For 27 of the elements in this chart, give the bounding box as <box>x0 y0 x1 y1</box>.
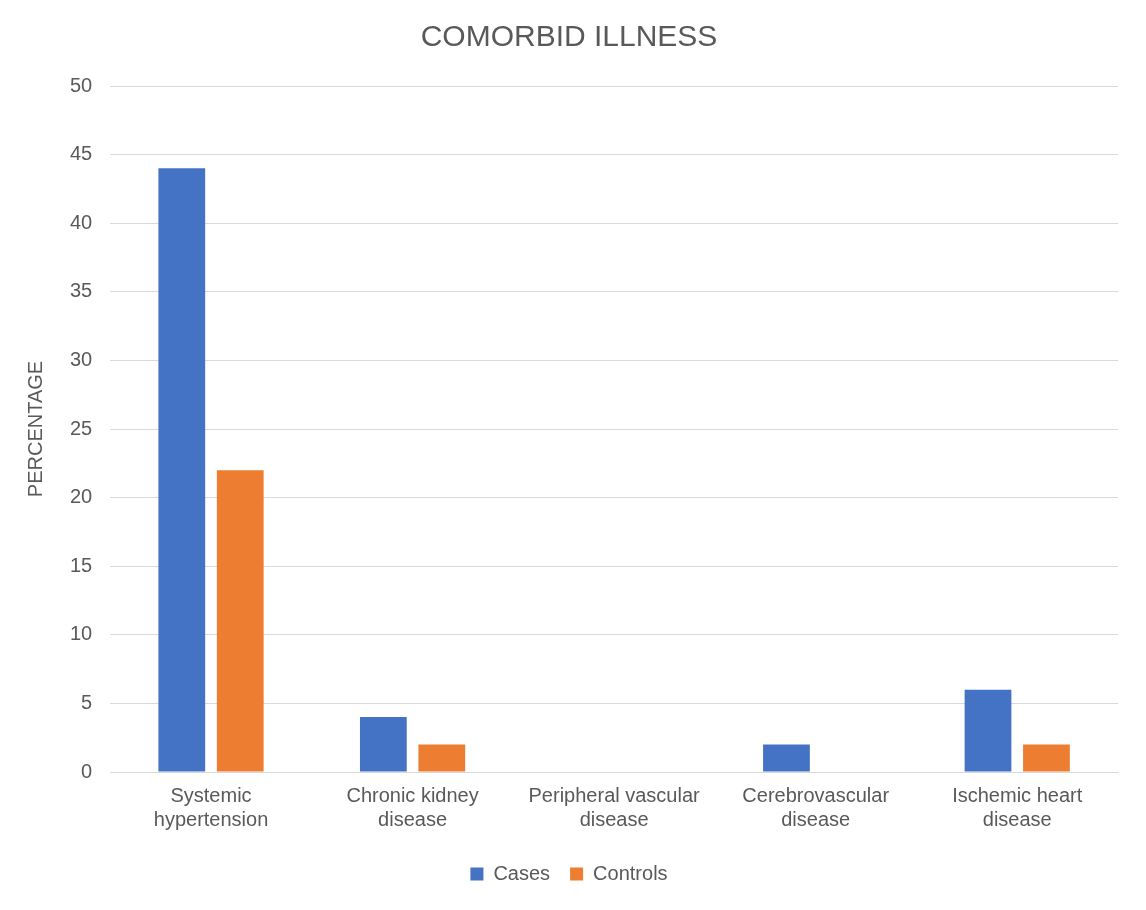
y-tick-label: 15 <box>70 553 93 576</box>
bar <box>418 744 466 772</box>
bar <box>763 744 810 772</box>
y-tick-label: 50 <box>70 73 93 96</box>
legend-label: Cases <box>493 861 551 884</box>
y-tick-label: 25 <box>70 416 93 439</box>
y-tick-label: 45 <box>70 142 93 165</box>
bar <box>158 168 206 772</box>
bar <box>1023 744 1070 772</box>
y-tick-label: 20 <box>70 485 93 508</box>
y-tick-label: 5 <box>81 690 93 713</box>
y-tick-label: 10 <box>70 622 93 645</box>
x-tick-label: Cerebrovascular disease <box>742 783 890 830</box>
y-tick-label: 40 <box>70 210 93 233</box>
x-tick-label: Chronic kidney disease <box>346 783 479 830</box>
y-tick-label: 0 <box>81 759 93 782</box>
y-axis-title: PERCENTAGE <box>23 360 46 498</box>
x-tick-label: Peripheral vascular disease <box>528 783 701 830</box>
legend-label: Controls <box>593 861 668 884</box>
bar <box>964 689 1012 772</box>
x-tick-label: Ischemic heart disease <box>952 783 1083 830</box>
bar <box>359 717 407 772</box>
y-tick-label: 35 <box>70 279 93 302</box>
chart-title: COMORBID ILLNESS <box>420 19 718 53</box>
x-tick-label: Systemic hypertension <box>153 783 269 830</box>
bar <box>216 470 264 772</box>
y-tick-label: 30 <box>70 347 93 370</box>
